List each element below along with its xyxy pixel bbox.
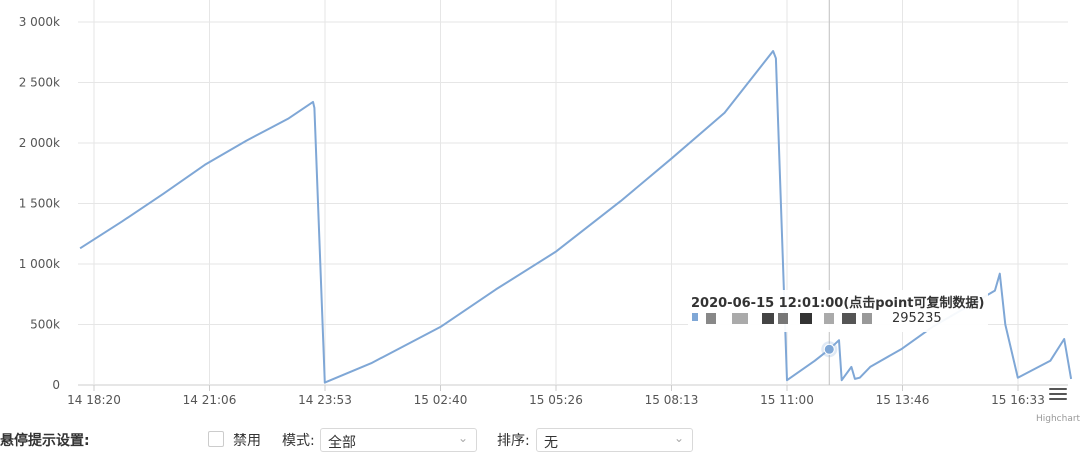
x-tick-label: 15 02:40 [414, 393, 468, 407]
tooltip-row: 295235 [692, 311, 982, 327]
chevron-down-icon: ⌄ [457, 431, 468, 445]
marks-layer [821, 0, 838, 385]
sort-select[interactable]: 无 ⌄ [536, 428, 693, 452]
tooltip-redacted-block [824, 313, 834, 324]
y-tick-label: 0 [52, 378, 60, 392]
sort-label: 排序: [497, 433, 530, 449]
hover-tooltip-settings: 悬停提示设置: 禁用 模式: 全部 ⌄ 排序: 无 ⌄ [0, 428, 1080, 452]
x-tick-label: 15 16:33 [991, 393, 1045, 407]
disable-checkbox[interactable] [208, 431, 224, 447]
hover-marker [823, 343, 835, 355]
tooltip-title: 2020-06-15 12:01:00(点击point可复制数据) [691, 296, 985, 311]
x-tick-label: 15 08:13 [645, 393, 699, 407]
mode-select[interactable]: 全部 ⌄ [320, 428, 477, 452]
disable-label: 禁用 [233, 433, 261, 449]
y-tick-label: 2 500k [19, 76, 60, 90]
y-tick-label: 3 000k [19, 15, 60, 29]
x-tick-label: 15 05:26 [529, 393, 583, 407]
y-tick-label: 500k [30, 318, 60, 332]
tooltip-redacted-block [862, 313, 872, 324]
y-tick-label: 1 000k [19, 257, 60, 271]
chart-menu-icon[interactable] [1049, 388, 1067, 402]
x-tick-label: 15 11:00 [760, 393, 814, 407]
tooltip-redacted-block [842, 313, 856, 324]
y-tick-label: 1 500k [19, 197, 60, 211]
series-layer[interactable] [79, 50, 1073, 384]
x-tick-label: 14 23:53 [298, 393, 352, 407]
x-tick-label: 15 13:46 [876, 393, 930, 407]
tooltip-redacted-block [800, 313, 812, 324]
credits-link[interactable]: Highcharts.com [1036, 414, 1080, 424]
x-tick-label: 14 21:06 [183, 393, 237, 407]
mode-label: 模式: [282, 433, 315, 449]
sort-select-value: 无 [544, 435, 558, 451]
tooltip-value: 295235 [892, 311, 942, 326]
tooltip-redacted-block [732, 313, 748, 324]
tooltip-redacted-block [778, 313, 788, 324]
axes: 0 500k 1 000k 1 500k 2 000k 2 500k 3 000k 14 18… [19, 15, 1045, 407]
y-tick-label: 2 000k [19, 136, 60, 150]
mode-select-value: 全部 [328, 435, 356, 451]
tooltip-series-swatch [692, 313, 698, 321]
chevron-down-icon: ⌄ [673, 431, 684, 445]
series-line [79, 50, 1073, 384]
line-chart: 0 500k 1 000k 1 500k 2 000k 2 500k 3 000k 14 18… [19, 0, 1073, 407]
settings-label: 悬停提示设置: [0, 433, 90, 449]
tooltip-redacted-block [762, 313, 774, 324]
tooltip-redacted-block [706, 313, 716, 324]
tooltip: 2020-06-15 12:01:00(点击point可复制数据) 295235 [688, 290, 988, 332]
x-tick-label: 14 18:20 [67, 393, 121, 407]
